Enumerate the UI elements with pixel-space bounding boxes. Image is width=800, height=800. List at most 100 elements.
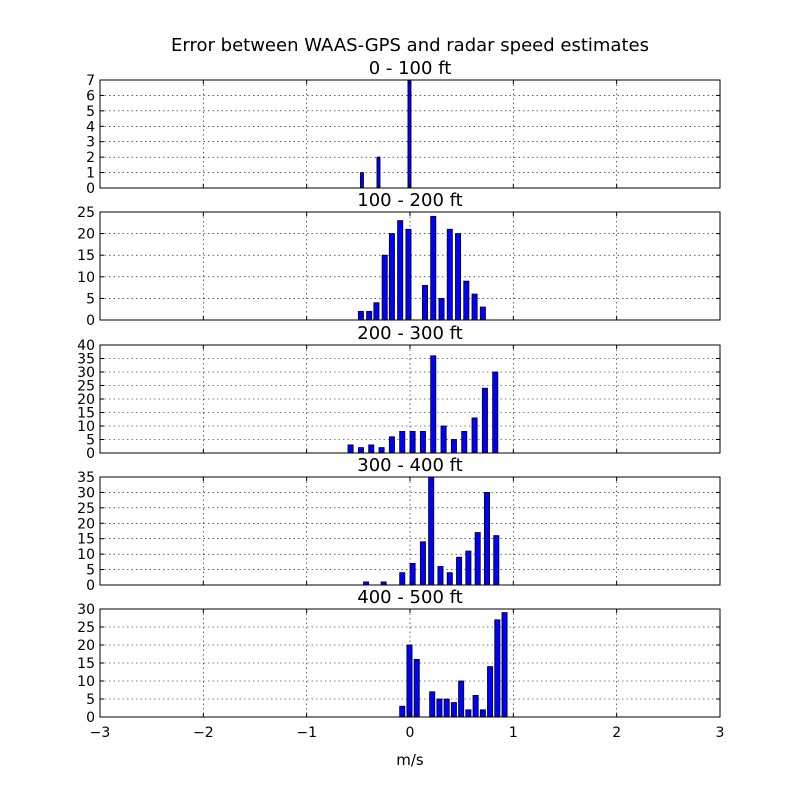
- y-tick-label: 20: [77, 516, 95, 532]
- y-tick-label: 0: [86, 710, 95, 726]
- y-tick-label: 35: [77, 352, 95, 368]
- histogram-bar: [347, 444, 354, 454]
- histogram-bar: [450, 439, 457, 454]
- y-tick-label: 5: [86, 563, 95, 579]
- histogram-bar: [406, 644, 413, 718]
- y-tick-label: 5: [86, 433, 95, 449]
- y-tick-label: 7: [86, 73, 95, 89]
- histogram-bar: [399, 572, 406, 586]
- y-tick-label: 0: [86, 578, 95, 594]
- x-axis-ticks: −3 −2 −1 0 1 2 3: [90, 725, 725, 741]
- histogram-bar: [381, 254, 388, 321]
- histogram-bar: [399, 705, 406, 718]
- y-tick-label: 5: [86, 104, 95, 120]
- histogram-bar: [409, 563, 416, 586]
- y-tick-label: 15: [77, 656, 95, 672]
- histogram-bar: [472, 695, 479, 718]
- x-tick-label: 0: [406, 725, 415, 741]
- y-tick-label: 0: [86, 313, 95, 329]
- histogram-bar: [368, 444, 375, 454]
- y-tick-label: 15: [77, 406, 95, 422]
- subplot-title: 0 - 100 ft: [369, 58, 452, 79]
- histogram-bar: [430, 215, 437, 321]
- histogram-bar: [440, 425, 447, 454]
- histogram-bar: [429, 691, 436, 718]
- subplot-title: 300 - 400 ft: [357, 455, 462, 476]
- y-tick-label: 5: [86, 692, 95, 708]
- histogram-bar: [419, 541, 426, 586]
- y-tick-label: 35: [77, 470, 95, 486]
- figure-title: Error between WAAS-GPS and radar speed e…: [171, 35, 649, 56]
- histogram-bar: [483, 492, 490, 586]
- x-axis-label: m/s: [396, 751, 424, 769]
- histogram-bar: [458, 680, 465, 718]
- histogram-bar: [493, 535, 500, 586]
- histogram-bar: [378, 447, 385, 454]
- x-tick-label: 1: [509, 725, 518, 741]
- histogram-bar: [455, 233, 462, 321]
- histogram-bar: [366, 310, 373, 321]
- y-tick-label: 30: [77, 602, 95, 618]
- x-tick-label: −1: [296, 725, 317, 741]
- subplot-title: 200 - 300 ft: [357, 323, 462, 344]
- y-tick-label: 0: [86, 446, 95, 462]
- histogram-bar: [405, 228, 412, 321]
- histogram-bar: [494, 619, 501, 718]
- histogram-bar: [463, 280, 470, 321]
- histogram-bar: [407, 79, 412, 189]
- y-tick-label: 10: [77, 270, 95, 286]
- histogram-bar: [419, 430, 426, 454]
- histogram-bar: [471, 417, 478, 454]
- y-tick-label: 25: [77, 501, 95, 517]
- x-tick-label: 2: [612, 725, 621, 741]
- histogram-bar: [492, 371, 499, 454]
- histogram-bar: [461, 430, 468, 454]
- x-tick-label: −2: [193, 725, 214, 741]
- y-tick-label: 20: [77, 392, 95, 408]
- subplot-5: 0 5 10 15 20 25 30 400 - 500 ft: [77, 587, 721, 726]
- histogram-bar: [481, 387, 488, 454]
- y-tick-label: 10: [77, 419, 95, 435]
- histogram-bar: [357, 447, 364, 454]
- histogram-bar: [397, 220, 404, 321]
- y-tick-label: 15: [77, 248, 95, 264]
- y-tick-label: 25: [77, 205, 95, 221]
- y-tick-label: 10: [77, 674, 95, 690]
- histogram-bar: [471, 293, 478, 321]
- y-tick-label: 4: [86, 119, 95, 135]
- histogram-bar: [357, 310, 364, 321]
- histogram-bar: [359, 172, 364, 189]
- histogram-bar: [479, 709, 486, 718]
- x-tick-label: −3: [90, 725, 111, 741]
- histogram-bar: [501, 612, 508, 718]
- histogram-bar: [388, 233, 395, 321]
- histogram-bar: [413, 659, 420, 718]
- y-tick-label: 30: [77, 485, 95, 501]
- histogram-bar: [450, 702, 457, 718]
- histogram-bar: [438, 297, 445, 321]
- histogram-bar: [399, 430, 406, 454]
- y-tick-label: 1: [86, 166, 95, 182]
- histogram-bar: [428, 476, 435, 586]
- histogram-bar: [373, 302, 380, 321]
- y-tick-label: 40: [77, 338, 95, 354]
- histogram-bar: [436, 698, 443, 718]
- histogram-bar: [456, 556, 463, 586]
- histogram-bar: [446, 228, 453, 321]
- y-tick-label: 15: [77, 532, 95, 548]
- histogram-bar: [446, 572, 453, 586]
- histogram-bar: [388, 436, 395, 454]
- subplot-title: 400 - 500 ft: [357, 587, 462, 608]
- histogram-bar: [376, 156, 381, 189]
- y-tick-label: 10: [77, 547, 95, 563]
- histogram-bar: [443, 698, 450, 718]
- y-tick-label: 2: [86, 150, 95, 166]
- y-tick-label: 6: [86, 88, 95, 104]
- y-tick-label: 30: [77, 365, 95, 381]
